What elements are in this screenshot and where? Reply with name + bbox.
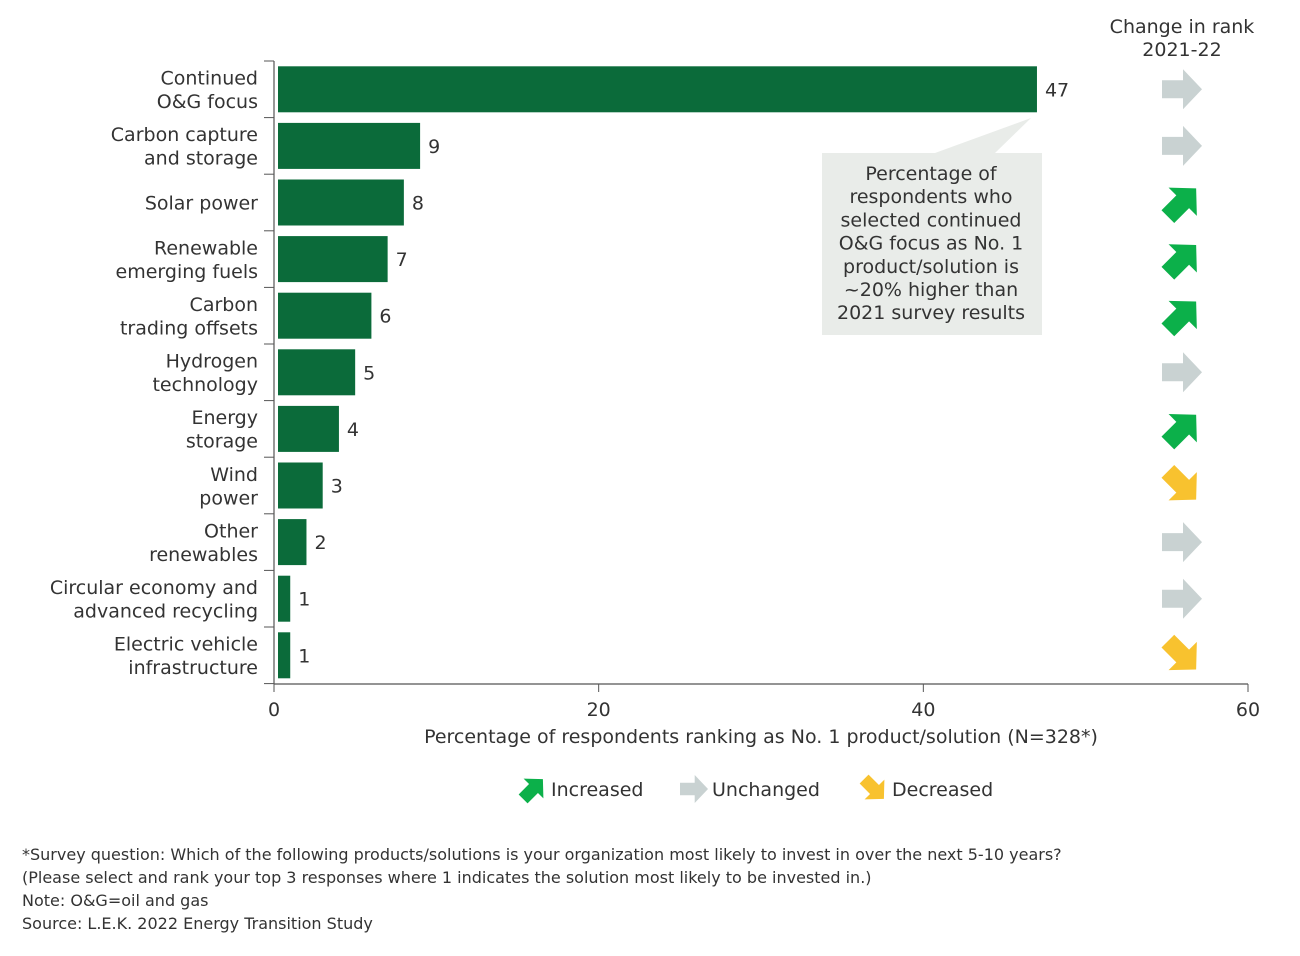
category-label: Other xyxy=(204,520,258,542)
footnote-instruction: (Please select and rank your top 3 respo… xyxy=(22,868,872,887)
x-tick-label: 0 xyxy=(268,699,280,721)
legend-decreased-icon xyxy=(859,774,885,800)
category-label: Circular economy and xyxy=(50,577,258,599)
data-label: 9 xyxy=(428,136,440,158)
data-label: 4 xyxy=(347,419,359,441)
rank-increased-arrow xyxy=(1161,244,1197,280)
category-label: O&G focus xyxy=(157,91,258,113)
category-label: and storage xyxy=(144,148,258,170)
data-label: 1 xyxy=(298,645,310,667)
bar xyxy=(278,349,356,396)
footnote-note: Note: O&G=oil and gas xyxy=(22,891,209,910)
category-label: Hydrogen xyxy=(166,351,258,373)
bar xyxy=(278,122,421,169)
category-label: emerging fuels xyxy=(116,261,258,283)
data-label: 5 xyxy=(363,362,375,384)
annotation-text: Percentage of xyxy=(865,163,998,185)
legend-label: Increased xyxy=(551,779,643,801)
annotation-pointer xyxy=(935,118,1031,153)
bar xyxy=(278,405,339,452)
rank-unchanged-arrow xyxy=(1162,522,1202,563)
x-tick-label: 60 xyxy=(1236,699,1260,721)
legend-label: Unchanged xyxy=(712,779,820,801)
rank-unchanged-arrow xyxy=(1162,69,1202,110)
category-label: advanced recycling xyxy=(73,600,258,622)
bar xyxy=(278,66,1037,113)
x-tick-label: 20 xyxy=(587,699,611,721)
annotation-text: selected continued xyxy=(841,209,1022,231)
category-label: Carbon xyxy=(190,294,258,316)
data-label: 6 xyxy=(379,306,391,328)
bar xyxy=(278,632,291,679)
rank-decreased-arrow xyxy=(1161,464,1197,501)
category-label: Solar power xyxy=(145,193,258,215)
data-label: 47 xyxy=(1045,79,1069,101)
legend-unchanged-icon xyxy=(680,775,708,803)
annotation-box xyxy=(822,153,1042,335)
category-label: infrastructure xyxy=(128,657,258,679)
category-label: storage xyxy=(186,431,258,453)
rank-header: Change in rank xyxy=(1110,16,1255,38)
annotation-text: ~20% higher than xyxy=(844,279,1018,301)
bar xyxy=(278,292,372,339)
annotation-text: O&G focus as No. 1 xyxy=(839,233,1024,255)
bar xyxy=(278,236,388,283)
bar xyxy=(278,575,291,622)
rank-unchanged-arrow xyxy=(1162,352,1202,393)
footnote-question: *Survey question: Which of the following… xyxy=(22,845,1062,864)
annotation-text: product/solution is xyxy=(843,256,1019,278)
rank-header: 2021-22 xyxy=(1142,39,1221,61)
rank-increased-arrow xyxy=(1161,187,1197,224)
footnote-source: Source: L.E.K. 2022 Energy Transition St… xyxy=(22,914,373,933)
data-label: 2 xyxy=(314,532,326,554)
annotation-text: 2021 survey results xyxy=(837,302,1025,324)
rank-unchanged-arrow xyxy=(1162,578,1202,619)
category-label: renewables xyxy=(149,544,258,566)
category-label: Wind xyxy=(210,464,258,486)
legend-increased-icon xyxy=(518,778,544,804)
legend-label: Decreased xyxy=(892,779,993,801)
data-label: 7 xyxy=(396,249,408,271)
x-tick-label: 40 xyxy=(911,699,935,721)
bar xyxy=(278,462,323,509)
data-label: 8 xyxy=(412,193,424,215)
data-label: 3 xyxy=(331,476,343,498)
category-label: trading offsets xyxy=(120,317,258,339)
category-label: Electric vehicle xyxy=(114,634,258,656)
rank-decreased-arrow xyxy=(1161,634,1197,671)
category-label: technology xyxy=(152,374,258,396)
data-label: 1 xyxy=(298,589,310,611)
category-label: Carbon capture xyxy=(111,124,258,146)
bar xyxy=(278,519,307,566)
annotation-text: respondents who xyxy=(849,186,1012,208)
category-label: Energy xyxy=(191,407,258,429)
category-label: Continued xyxy=(161,68,259,90)
bar xyxy=(278,179,404,226)
rank-increased-arrow xyxy=(1161,414,1197,450)
category-label: Renewable xyxy=(154,237,258,259)
x-axis-label: Percentage of respondents ranking as No.… xyxy=(424,726,1098,748)
rank-increased-arrow xyxy=(1161,300,1197,337)
rank-unchanged-arrow xyxy=(1162,125,1202,166)
category-label: power xyxy=(199,487,258,509)
